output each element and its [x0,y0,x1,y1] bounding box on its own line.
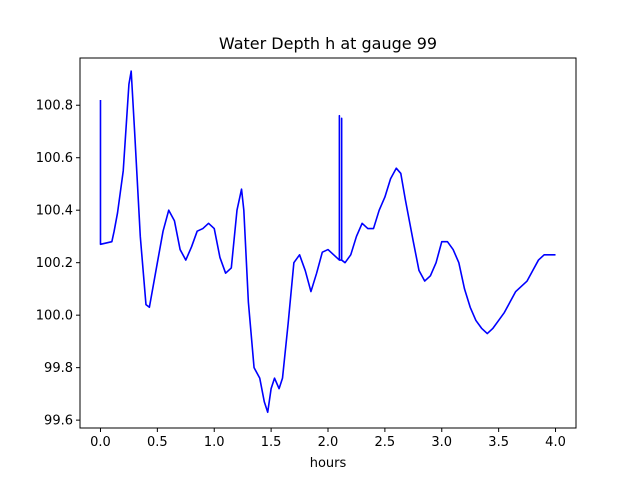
x-axis-label: hours [310,456,347,471]
x-tick-label: 2.5 [375,435,396,450]
x-tick-label: 3.0 [431,435,452,450]
y-tick-label: 99.8 [44,361,73,376]
x-axis-ticks: 0.0 0.5 1.0 1.5 2.0 2.5 3.0 3.5 4.0 [90,428,566,450]
chart-title: Water Depth h at gauge 99 [219,34,437,53]
x-tick-label: 3.5 [488,435,509,450]
x-tick-label: 2.0 [318,435,339,450]
series-line-0 [99,70,556,414]
y-tick-label: 100.6 [36,151,73,166]
plot-area [99,70,556,414]
x-tick-label: 4.0 [545,435,566,450]
y-tick-label: 100.0 [36,309,73,324]
x-tick-label: 0.5 [147,435,168,450]
y-tick-label: 100.2 [36,256,73,271]
axes-frame [79,57,577,429]
x-tick-label: 1.5 [261,435,282,450]
y-tick-label: 100.4 [36,204,73,219]
x-tick-label: 0.0 [90,435,111,450]
x-tick-label: 1.0 [204,435,225,450]
y-tick-label: 99.6 [44,414,73,429]
y-axis-ticks: 99.6 99.8 100.0 100.2 100.4 100.6 100.8 [36,99,80,429]
y-tick-label: 100.8 [36,99,73,114]
